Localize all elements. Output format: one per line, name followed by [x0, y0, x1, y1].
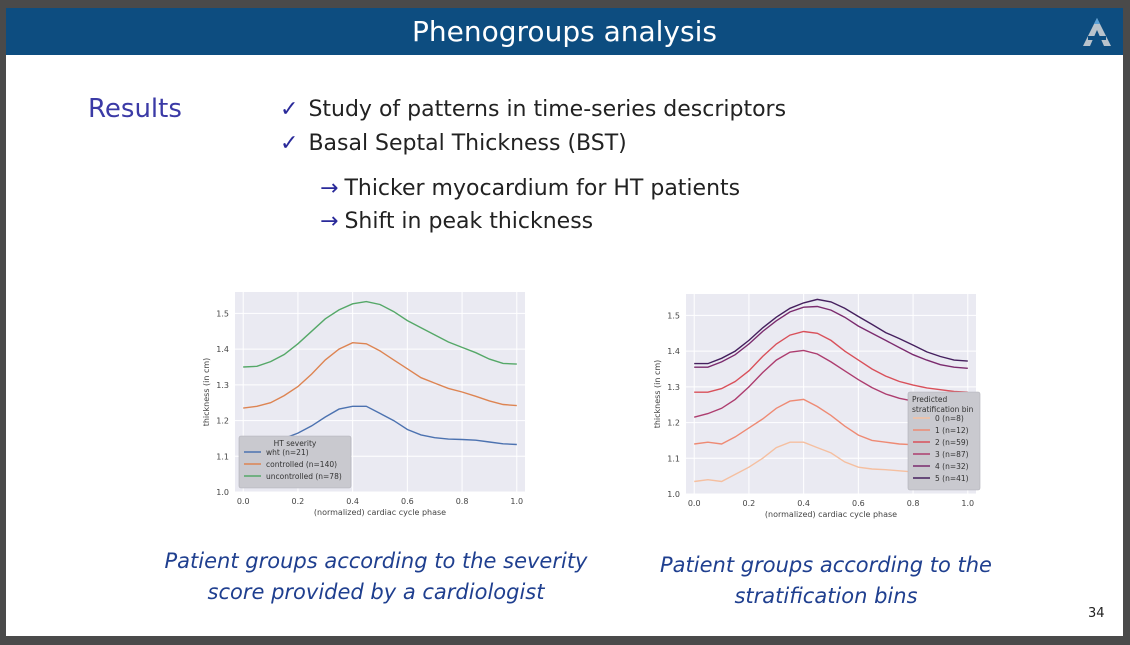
- caption-line: Patient groups according to the: [660, 553, 992, 577]
- bullet-text: Study of patterns in time-series descrip…: [308, 97, 787, 122]
- page-number: 34: [1088, 606, 1105, 621]
- legend-label: 2 (n=59): [935, 438, 969, 447]
- bullet-item: ✓ Study of patterns in time-series descri…: [280, 97, 786, 122]
- legend-label: 4 (n=32): [935, 462, 969, 471]
- y-tick-label: 1.4: [216, 345, 229, 354]
- series-line: [694, 305, 968, 369]
- x-tick-label: 0.8: [456, 497, 469, 506]
- y-tick-label: 1.0: [216, 488, 229, 497]
- y-tick-label: 1.3: [667, 383, 680, 392]
- x-tick-label: 0.0: [237, 497, 250, 506]
- x-tick-label: 1.0: [961, 499, 974, 508]
- series-line: [243, 300, 517, 368]
- legend-label: wht (n=21): [266, 448, 309, 457]
- legend-title: HT severity: [274, 439, 317, 448]
- y-tick-label: 1.1: [216, 452, 229, 461]
- series-line: [243, 341, 517, 409]
- series-line: [694, 330, 968, 393]
- sub-bullet-text: Shift in peak thickness: [344, 209, 594, 234]
- legend-label: uncontrolled (n=78): [266, 472, 342, 481]
- legend-label: 5 (n=41): [935, 474, 969, 483]
- legend-label: 0 (n=8): [935, 414, 964, 423]
- y-tick-label: 1.2: [667, 419, 680, 428]
- x-tick-label: 1.0: [510, 497, 523, 506]
- check-icon: ✓: [280, 131, 299, 156]
- y-tick-label: 1.1: [667, 454, 680, 463]
- y-tick-label: 1.5: [667, 311, 680, 320]
- caption-line: Patient groups according to the severity: [164, 549, 588, 573]
- stratification-line-chart: 1.0 1.1 1.2 1.3 1.4 1.5 0.0 0.2 0.4 0.6 0.8 1.0 (nor…: [646, 280, 986, 530]
- caption-left: Patient groups according to the severity…: [146, 546, 606, 608]
- legend-label: 3 (n=87): [935, 450, 969, 459]
- x-tick-label: 0.2: [743, 499, 756, 508]
- y-tick-label: 1.5: [216, 309, 229, 318]
- x-tick-label: 0.2: [292, 497, 305, 506]
- sub-bullet-item: → Thicker myocardium for HT patients: [320, 176, 740, 201]
- caption-line: stratification bins: [734, 584, 918, 608]
- legend-label: 1 (n=12): [935, 426, 969, 435]
- section-label: Results: [88, 94, 182, 124]
- caption-right: Patient groups according to the stratifi…: [626, 550, 1026, 612]
- legend-box: [238, 435, 352, 489]
- check-icon: ✓: [280, 97, 299, 122]
- y-axis-label: thickness (in cm): [202, 358, 211, 427]
- y-tick-label: 1.2: [216, 417, 229, 426]
- caption-line: score provided by a cardiologist: [207, 580, 545, 604]
- y-axis-label: thickness (in cm): [653, 360, 662, 429]
- bullet-item: ✓ Basal Septal Thickness (BST): [280, 131, 627, 156]
- legend-title: Predicted: [912, 395, 947, 404]
- x-tick-label: 0.6: [852, 499, 865, 508]
- x-axis-label: (normalized) cardiac cycle phase: [765, 510, 897, 519]
- arrow-right-icon: →: [320, 176, 339, 201]
- legend-title: stratification bin: [912, 405, 974, 414]
- y-tick-label: 1.0: [667, 490, 680, 499]
- legend-label: controlled (n=140): [266, 460, 337, 469]
- title-bar: Phenogroups analysis: [6, 8, 1123, 55]
- sub-bullet-text: Thicker myocardium for HT patients: [344, 176, 741, 201]
- severity-line-chart: 1.0 1.1 1.2 1.3 1.4 1.5 0.0 0.2 0.4 0.6 0.8 1.0 (nor…: [195, 278, 535, 528]
- x-tick-label: 0.6: [401, 497, 414, 506]
- logo-icon: [1083, 18, 1111, 46]
- x-axis-label: (normalized) cardiac cycle phase: [314, 508, 446, 517]
- bullet-text: Basal Septal Thickness (BST): [308, 131, 627, 156]
- x-tick-label: 0.4: [346, 497, 359, 506]
- series-line: [694, 298, 968, 365]
- x-tick-label: 0.4: [797, 499, 810, 508]
- x-tick-label: 0.0: [688, 499, 701, 508]
- slide: Phenogroups analysis Results ✓ Study of p…: [6, 8, 1123, 636]
- slide-title: Phenogroups analysis: [412, 15, 717, 48]
- arrow-right-icon: →: [320, 209, 339, 234]
- y-tick-label: 1.3: [216, 381, 229, 390]
- y-tick-label: 1.4: [667, 347, 680, 356]
- sub-bullet-item: → Shift in peak thickness: [320, 209, 593, 234]
- x-tick-label: 0.8: [907, 499, 920, 508]
